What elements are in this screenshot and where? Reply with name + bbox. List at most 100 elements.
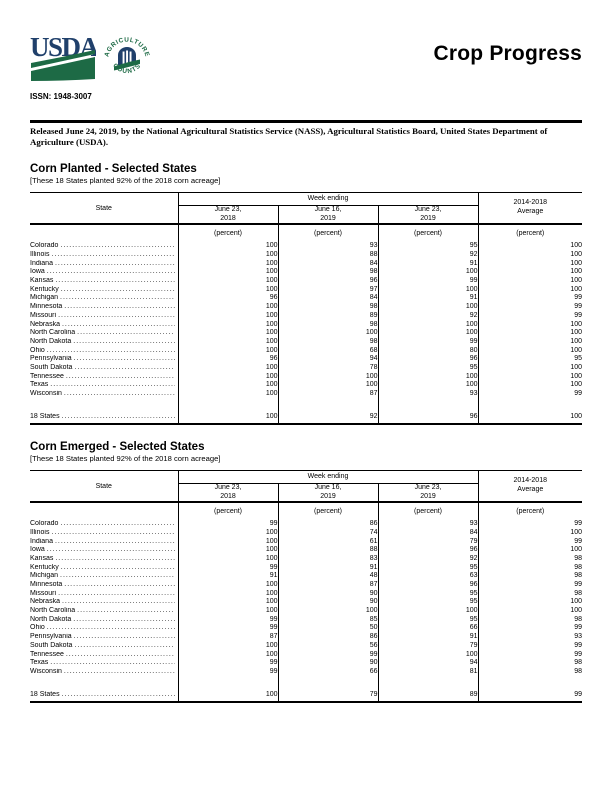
state-label-cell: 18 States bbox=[30, 687, 178, 703]
value-cell: 89 bbox=[377, 687, 479, 703]
leader-dots bbox=[64, 390, 175, 397]
value-cell: 100 bbox=[177, 363, 278, 372]
value-cell: 100 bbox=[177, 250, 278, 259]
value-cell: 86 bbox=[277, 519, 378, 529]
state-name: Colorado bbox=[30, 242, 59, 250]
value-cell: 68 bbox=[277, 345, 378, 355]
section-title: Corn Planted - Selected States bbox=[30, 162, 197, 175]
leader-dots bbox=[60, 242, 174, 249]
value-cell: 83 bbox=[277, 554, 378, 563]
value-cell: 87 bbox=[277, 389, 378, 398]
value-cell: 100 bbox=[377, 267, 479, 277]
state-label-cell: Minnesota bbox=[30, 302, 178, 311]
column-header-state: State bbox=[30, 191, 178, 226]
table-row: Colorado99869399 bbox=[30, 519, 583, 529]
value-cell: 92 bbox=[377, 310, 479, 320]
leader-dots bbox=[47, 347, 175, 354]
state-name: Indiana bbox=[30, 259, 53, 267]
state-label-cell: Pennsylvania bbox=[30, 632, 178, 641]
state-label-cell: Texas bbox=[30, 380, 178, 389]
leader-dots bbox=[47, 546, 175, 553]
column-header-week-ending: Week ending bbox=[177, 469, 479, 484]
value-cell: 91 bbox=[377, 293, 479, 303]
state-name: Nebraska bbox=[30, 598, 60, 606]
leader-dots bbox=[62, 598, 175, 605]
value-cell: 98 bbox=[477, 667, 583, 676]
table-row: North Carolina100100100100 bbox=[30, 606, 583, 615]
value-cell: 98 bbox=[477, 588, 583, 598]
state-label-cell: Minnesota bbox=[30, 580, 178, 589]
unit-row: (percent) (percent) (percent) (percent) bbox=[30, 224, 583, 242]
value-cell: 89 bbox=[277, 310, 378, 320]
value-cell: 99 bbox=[177, 562, 278, 572]
value-cell: 100 bbox=[277, 328, 378, 338]
leader-dots bbox=[73, 616, 174, 623]
value-cell: 100 bbox=[477, 380, 583, 390]
value-cell: 95 bbox=[477, 354, 583, 364]
section-note: [These 18 States planted 92% of the 2018… bbox=[30, 175, 221, 185]
value-cell: 84 bbox=[277, 258, 378, 268]
value-cell: 85 bbox=[277, 614, 378, 624]
table-row: Texas100100100100 bbox=[30, 380, 583, 390]
table-row: Minnesota1009810099 bbox=[30, 302, 583, 311]
column-header-average: 2014-2018 Average bbox=[477, 191, 583, 226]
value-cell: 88 bbox=[277, 250, 378, 259]
state-label-cell: Tennessee bbox=[30, 372, 178, 381]
value-cell: 100 bbox=[177, 241, 278, 251]
value-cell: 91 bbox=[177, 571, 278, 581]
value-cell: 100 bbox=[477, 345, 583, 355]
value-cell: 100 bbox=[177, 606, 278, 615]
value-cell: 100 bbox=[377, 284, 479, 294]
value-cell: 98 bbox=[477, 571, 583, 581]
table-row: Kansas1009699100 bbox=[30, 276, 583, 285]
state-label-cell: Missouri bbox=[30, 311, 178, 320]
value-cell: 97 bbox=[277, 284, 378, 294]
value-cell: 100 bbox=[377, 380, 479, 390]
value-cell: 100 bbox=[177, 528, 278, 537]
value-cell: 100 bbox=[277, 371, 378, 381]
value-cell: 92 bbox=[377, 554, 479, 563]
value-cell: 96 bbox=[377, 545, 479, 555]
state-name: Tennessee bbox=[30, 650, 64, 658]
leader-dots bbox=[74, 633, 175, 640]
state-label-cell: Missouri bbox=[30, 589, 178, 598]
state-label-cell: Kansas bbox=[30, 554, 178, 563]
corn-planted-table: State Week ending 2014-2018 Average June… bbox=[30, 191, 583, 425]
value-cell: 96 bbox=[177, 354, 278, 364]
value-cell: 79 bbox=[277, 687, 378, 703]
state-name: Iowa bbox=[30, 268, 45, 276]
issn-label: ISSN: 1948-3007 bbox=[30, 92, 92, 101]
leader-dots bbox=[74, 364, 174, 371]
value-cell: 93 bbox=[477, 632, 583, 641]
value-cell: 94 bbox=[377, 658, 479, 668]
value-cell: 87 bbox=[277, 580, 378, 589]
value-cell: 100 bbox=[477, 409, 583, 425]
value-cell: 100 bbox=[177, 319, 278, 329]
leader-dots bbox=[61, 564, 175, 571]
state-name: Kentucky bbox=[30, 563, 59, 571]
state-name: Michigan bbox=[30, 294, 59, 302]
unit-label: (percent) bbox=[377, 502, 479, 520]
table-row: Illinois1007484100 bbox=[30, 528, 583, 537]
value-cell: 96 bbox=[177, 293, 278, 303]
leader-dots bbox=[60, 572, 174, 579]
state-label-cell: Colorado bbox=[30, 519, 178, 528]
value-cell: 100 bbox=[477, 371, 583, 381]
leader-dots bbox=[64, 668, 175, 675]
table-row: Pennsylvania96949695 bbox=[30, 354, 583, 364]
value-cell: 100 bbox=[477, 528, 583, 537]
leader-dots bbox=[50, 659, 174, 666]
value-cell: 99 bbox=[477, 310, 583, 320]
state-name: Texas bbox=[30, 659, 49, 667]
state-label-cell: Kansas bbox=[30, 276, 178, 285]
value-cell: 100 bbox=[477, 267, 583, 277]
leader-dots bbox=[73, 338, 174, 345]
value-cell: 99 bbox=[477, 640, 583, 650]
value-cell: 95 bbox=[377, 614, 479, 624]
table-row: Nebraska1009095100 bbox=[30, 597, 583, 607]
state-name: 18 States bbox=[30, 412, 60, 420]
